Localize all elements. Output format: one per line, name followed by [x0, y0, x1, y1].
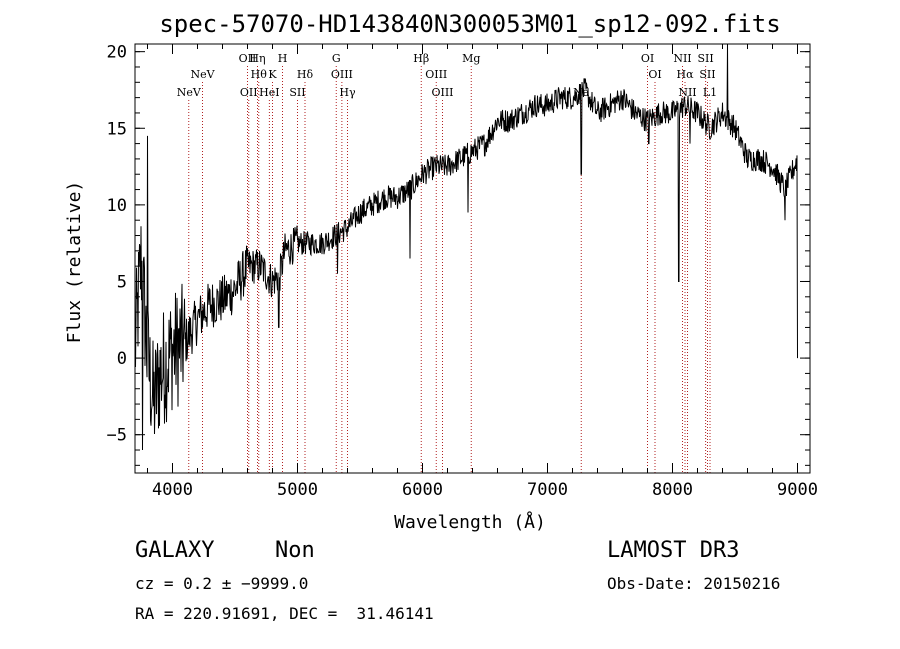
y-tick-label: 20	[107, 43, 127, 63]
axis-tick-labels: 4000 5000 6000 7000 8000 9000 −5 0 5 10 15 20	[107, 43, 818, 500]
marker-label: SII	[698, 52, 714, 65]
marker-label: Hδ	[297, 68, 314, 81]
marker-label: OII	[240, 86, 258, 99]
marker-label: Hβ	[413, 52, 429, 65]
marker-label: OIII	[425, 68, 447, 81]
y-axis-label: Flux (relative)	[64, 181, 85, 344]
x-tick-label: 5000	[277, 480, 318, 500]
marker-label: SII	[289, 86, 305, 99]
marker-label: OI	[641, 52, 654, 65]
marker-label: K	[268, 68, 277, 81]
marker-label: OIII	[331, 68, 353, 81]
x-axis-label: Wavelength (Å)	[394, 511, 546, 533]
plot-frame	[134, 43, 811, 474]
axis-ticks	[135, 44, 810, 473]
marker-label: H	[278, 52, 288, 65]
marker-label: L1	[703, 86, 717, 99]
marker-label: NeV	[190, 68, 215, 81]
x-tick-label: 9000	[777, 480, 818, 500]
object-subclass: Non	[275, 538, 315, 563]
object-class: GALAXY	[135, 538, 215, 563]
marker-label: OIII	[431, 86, 453, 99]
marker-label: Hη	[249, 52, 265, 65]
marker-label: Mg	[462, 52, 480, 65]
chart-title: spec-57070-HD143840N300053M01_sp12-092.f…	[159, 10, 780, 38]
spectrum-line	[134, 43, 798, 451]
y-tick-label: 10	[107, 196, 127, 216]
x-tick-label: 6000	[402, 480, 443, 500]
marker-label: NII	[678, 86, 696, 99]
line-markers: NeVNeVOIIOIIHηHθHeIKHSIIHδGOIIIHγHβOIIIO…	[177, 52, 717, 473]
x-tick-label: 7000	[527, 480, 568, 500]
marker-label: Hθ	[251, 68, 268, 81]
marker-label: Hγ	[339, 86, 356, 99]
y-tick-label: −5	[107, 426, 127, 446]
marker-label: G	[332, 52, 341, 65]
marker-label: OI	[648, 68, 661, 81]
x-tick-label: 4000	[152, 480, 193, 500]
observation-date: Obs-Date: 20150216	[607, 574, 781, 593]
sky-coordinates: RA = 220.91691, DEC = 31.46141	[135, 604, 434, 623]
y-tick-label: 5	[117, 272, 127, 292]
marker-label: HeI	[259, 86, 279, 99]
marker-label: Hα	[676, 68, 694, 81]
marker-label: NeV	[177, 86, 202, 99]
y-tick-label: 0	[117, 349, 127, 369]
marker-label: OII	[239, 52, 257, 65]
survey-name: LAMOST DR3	[607, 538, 740, 563]
redshift-value: cz = 0.2 ± −9999.0	[135, 574, 309, 593]
y-tick-label: 15	[107, 119, 127, 139]
marker-label: SII	[699, 68, 715, 81]
x-tick-label: 8000	[652, 480, 693, 500]
marker-label: NII	[673, 52, 691, 65]
